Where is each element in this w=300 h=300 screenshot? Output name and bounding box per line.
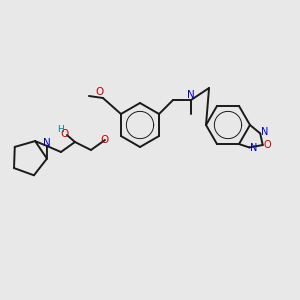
Text: N: N bbox=[260, 128, 268, 137]
Text: O: O bbox=[61, 129, 69, 139]
Text: O: O bbox=[101, 135, 109, 145]
Text: O: O bbox=[96, 87, 104, 97]
Text: N: N bbox=[187, 90, 195, 100]
Text: N: N bbox=[250, 143, 257, 153]
Text: H: H bbox=[58, 124, 64, 134]
Text: O: O bbox=[264, 140, 272, 150]
Text: N: N bbox=[43, 138, 51, 148]
